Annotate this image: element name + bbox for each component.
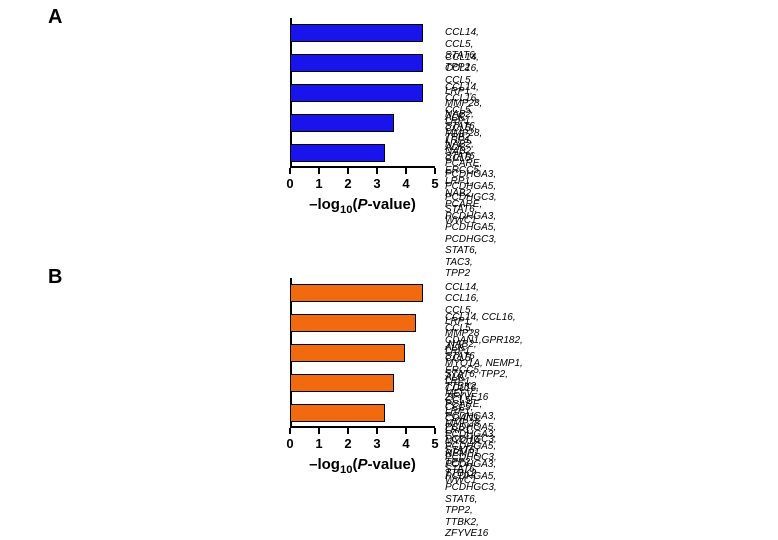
chart-b-x-axis-label: –log10(P-value) [309,456,416,476]
chart-a-tick-label: 5 [431,176,438,191]
chart-b-bar [290,314,416,332]
chart-a-tick [289,168,291,174]
chart-a-tick [347,168,349,174]
figure: A B 012345–log10(P-value)Embryonic devel… [0,0,778,516]
chart-b-bar [290,284,423,302]
chart-b-tick [318,428,320,434]
chart-b-tick-label: 3 [373,436,380,451]
chart-b-tick-label: 0 [286,436,293,451]
chart-b-tick [289,428,291,434]
chart-a-tick [318,168,320,174]
chart-b-tick-label: 1 [315,436,322,451]
chart-a-bar [290,144,385,162]
panel-letter-a: A [48,6,62,29]
chart-b-tick [347,428,349,434]
chart-a-gene-label: ALK, CCL5, ERCC5, LRP1, NAB2, PCARE, PCD… [445,142,497,280]
chart-b-tick [376,428,378,434]
chart-b-tick [405,428,407,434]
chart-a-tick-label: 4 [402,176,409,191]
chart-b-bar [290,344,405,362]
chart-b-bar [290,374,394,392]
chart-a-bar [290,84,423,102]
chart-a-tick-label: 2 [344,176,351,191]
chart-a-tick-label: 3 [373,176,380,191]
panel-letter-b: B [48,266,62,289]
chart-b-gene-label: CCL5, CDAN1, LRP1, MYO1A, NEMP1, PCDHGA3… [445,402,497,540]
chart-a-tick [405,168,407,174]
chart-a-bar [290,24,423,42]
chart-b-tick-label: 4 [402,436,409,451]
chart-b-tick [434,428,436,434]
chart-a-x-axis-label: –log10(P-value) [309,196,416,216]
chart-a-tick [376,168,378,174]
chart-a-tick [434,168,436,174]
chart-b-tick-label: 2 [344,436,351,451]
chart-b-tick-label: 5 [431,436,438,451]
chart-b-bar [290,404,385,422]
chart-a-bar [290,54,423,72]
chart-a-tick-label: 1 [315,176,322,191]
chart-a-tick-label: 0 [286,176,293,191]
chart-a-bar [290,114,394,132]
